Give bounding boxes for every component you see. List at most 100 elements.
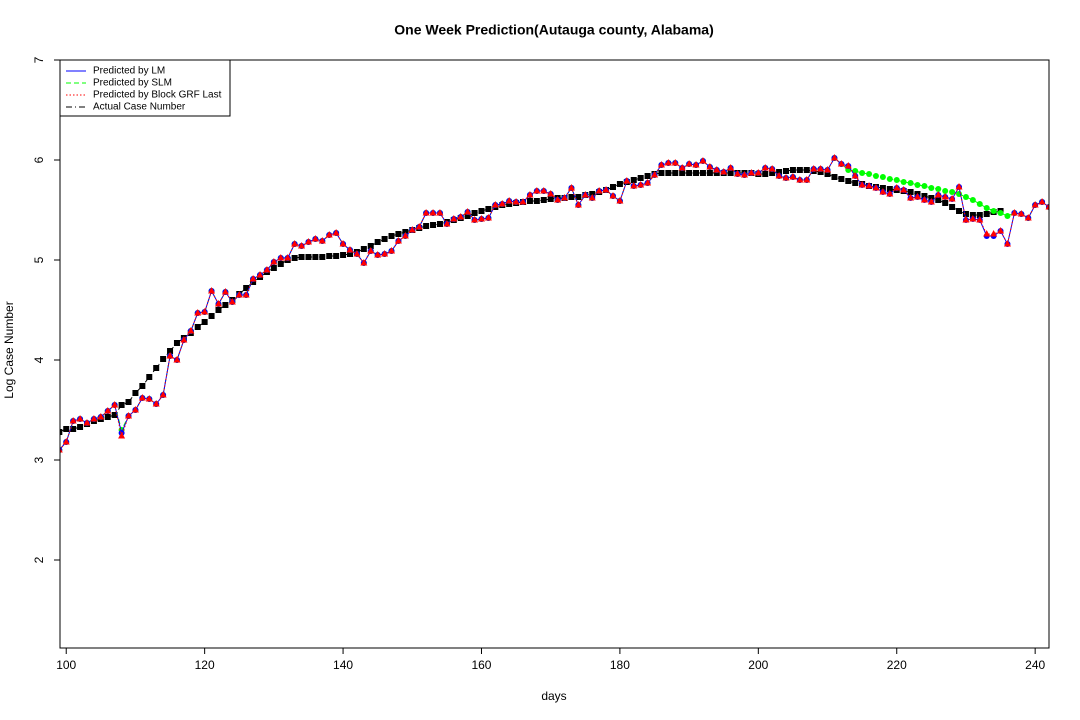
grf-marker bbox=[298, 242, 306, 249]
grf-marker bbox=[768, 165, 776, 172]
legend-label: Predicted by Block GRF Last bbox=[93, 90, 222, 101]
pred-marker bbox=[942, 188, 949, 194]
grf-marker bbox=[173, 356, 181, 363]
actual-marker bbox=[949, 204, 956, 210]
actual-marker bbox=[665, 170, 672, 176]
grf-marker bbox=[374, 251, 382, 258]
actual-marker bbox=[60, 429, 63, 435]
actual-marker bbox=[430, 222, 437, 228]
y-tick-label: 2 bbox=[32, 556, 46, 563]
grf-marker bbox=[512, 198, 520, 205]
grf-marker bbox=[561, 194, 569, 201]
grf-marker bbox=[277, 254, 285, 261]
actual-marker bbox=[630, 177, 637, 183]
actual-marker bbox=[533, 198, 540, 204]
x-axis-label: days bbox=[541, 689, 566, 703]
grf-marker bbox=[554, 196, 562, 203]
grf-marker bbox=[886, 190, 894, 197]
x-tick-label: 240 bbox=[1025, 658, 1045, 672]
grf-marker bbox=[159, 391, 167, 398]
grf-marker bbox=[526, 191, 534, 198]
actual-marker bbox=[547, 196, 554, 202]
grf-marker bbox=[1024, 214, 1032, 221]
grf-marker bbox=[796, 176, 804, 183]
y-tick-label: 4 bbox=[32, 356, 46, 363]
grf-marker bbox=[595, 187, 603, 194]
grf-marker bbox=[125, 412, 133, 419]
actual-marker bbox=[243, 285, 250, 291]
grf-marker bbox=[830, 154, 838, 161]
grf-marker bbox=[471, 216, 479, 223]
actual-marker bbox=[769, 170, 776, 176]
grf-marker bbox=[699, 157, 707, 164]
grf-marker bbox=[346, 246, 354, 253]
grf-marker bbox=[623, 177, 631, 184]
pred-marker bbox=[983, 205, 990, 211]
grf-marker bbox=[332, 229, 340, 236]
grf-marker bbox=[249, 275, 257, 282]
grf-marker bbox=[76, 415, 84, 422]
grf-marker bbox=[533, 187, 541, 194]
grf-marker bbox=[893, 184, 901, 191]
actual-marker bbox=[139, 383, 146, 389]
grf-marker bbox=[208, 287, 216, 294]
actual-marker bbox=[935, 197, 942, 203]
grf-marker bbox=[1031, 201, 1039, 208]
grf-marker bbox=[353, 250, 361, 257]
grf-marker bbox=[879, 188, 887, 195]
grf-marker bbox=[90, 415, 98, 422]
actual-marker bbox=[471, 210, 478, 216]
actual-marker bbox=[63, 426, 70, 432]
actual-marker bbox=[845, 178, 852, 184]
legend-label: Predicted by SLM bbox=[93, 78, 172, 89]
actual-marker bbox=[706, 170, 713, 176]
grf-marker bbox=[318, 237, 326, 244]
actual-marker bbox=[956, 208, 963, 214]
legend-box bbox=[59, 59, 231, 117]
actual-marker bbox=[340, 252, 347, 258]
y-tick-label: 7 bbox=[32, 56, 46, 63]
actual-marker bbox=[693, 170, 700, 176]
grf-marker bbox=[180, 336, 188, 343]
grf-marker bbox=[969, 215, 977, 222]
grf-marker bbox=[477, 215, 485, 222]
actual-marker bbox=[637, 175, 644, 181]
pred-marker bbox=[893, 177, 900, 183]
actual-marker bbox=[803, 167, 810, 173]
grf-marker bbox=[505, 197, 513, 204]
x-tick-label: 100 bbox=[56, 658, 76, 672]
grf-marker bbox=[443, 220, 451, 227]
grf-marker bbox=[401, 232, 409, 239]
grf-marker bbox=[194, 309, 202, 316]
grf-marker bbox=[131, 406, 139, 413]
actual-marker bbox=[783, 168, 790, 174]
grf-marker bbox=[858, 181, 866, 188]
grf-marker bbox=[367, 247, 375, 254]
actual-marker bbox=[291, 255, 298, 261]
actual-marker bbox=[326, 253, 333, 259]
pred-marker bbox=[928, 185, 935, 191]
actual-marker bbox=[942, 200, 949, 206]
grf-marker bbox=[727, 164, 735, 171]
grf-marker bbox=[907, 194, 915, 201]
actual-marker bbox=[526, 198, 533, 204]
grf-marker bbox=[83, 419, 91, 426]
pred-marker bbox=[935, 186, 942, 192]
grf-marker bbox=[671, 159, 679, 166]
actual-marker bbox=[436, 221, 443, 227]
grf-marker bbox=[270, 258, 278, 265]
actual-marker bbox=[679, 170, 686, 176]
grf-marker bbox=[1045, 203, 1049, 210]
grf-marker bbox=[228, 298, 236, 305]
grf-marker bbox=[491, 201, 499, 208]
y-tick-label: 6 bbox=[32, 156, 46, 163]
grf-marker bbox=[360, 259, 368, 266]
grf-marker bbox=[844, 162, 852, 169]
actual-marker bbox=[208, 313, 215, 319]
grf-marker bbox=[637, 181, 645, 188]
actual-marker bbox=[270, 265, 277, 271]
actual-marker bbox=[838, 176, 845, 182]
grf-marker bbox=[720, 168, 728, 175]
grf-marker bbox=[685, 160, 693, 167]
